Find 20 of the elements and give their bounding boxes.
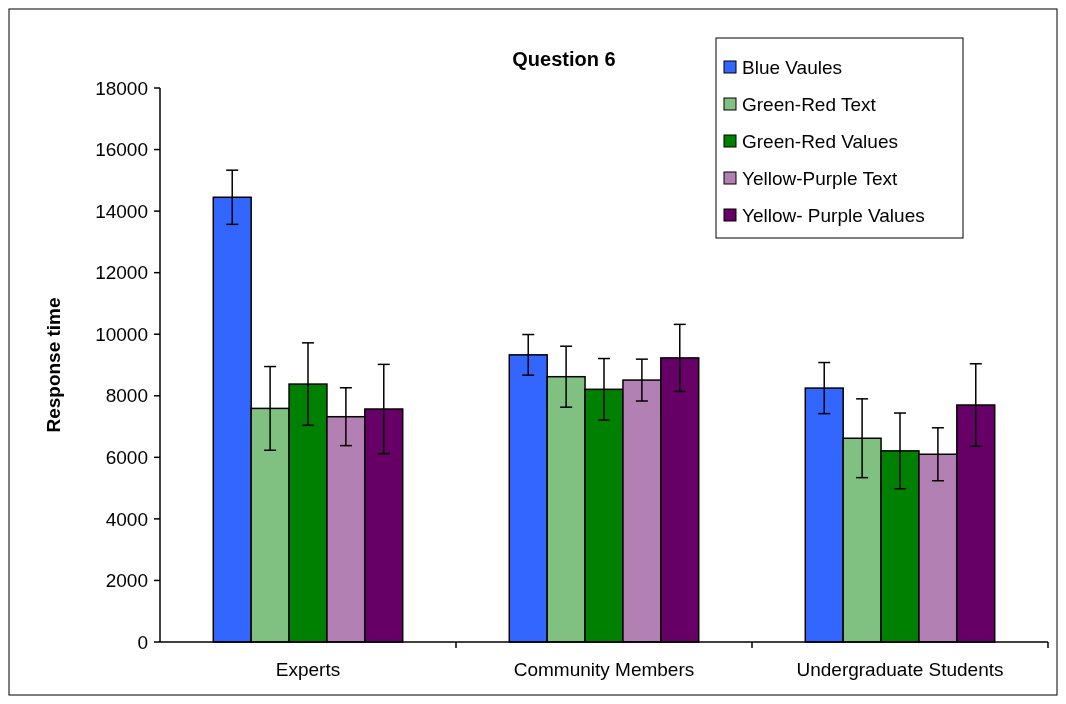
- legend-label: Blue Vaules: [742, 56, 842, 78]
- legend-label: Green-Red Text: [742, 93, 877, 115]
- chart-title: Question 6: [512, 48, 616, 70]
- y-tick-label: 6000: [105, 446, 148, 468]
- y-tick-label: 0: [137, 631, 148, 653]
- y-tick-label: 2000: [105, 570, 148, 592]
- y-tick-label: 4000: [105, 508, 148, 530]
- legend-label: Yellow- Purple Values: [742, 204, 925, 226]
- y-tick-label: 12000: [95, 262, 148, 284]
- legend-label: Yellow-Purple Text: [742, 167, 898, 189]
- y-tick-label: 16000: [95, 139, 148, 161]
- legend-label: Green-Red Values: [742, 130, 898, 152]
- y-tick-label: 14000: [95, 200, 148, 222]
- x-tick-label: Undergraduate Students: [796, 659, 1004, 680]
- y-tick-label: 18000: [95, 77, 148, 99]
- y-axis-title: Response time: [43, 297, 64, 433]
- x-tick-label: Community Members: [513, 659, 695, 680]
- x-tick-label: Experts: [275, 659, 341, 680]
- y-tick-label: 8000: [105, 385, 148, 407]
- y-tick-label: 10000: [95, 323, 148, 345]
